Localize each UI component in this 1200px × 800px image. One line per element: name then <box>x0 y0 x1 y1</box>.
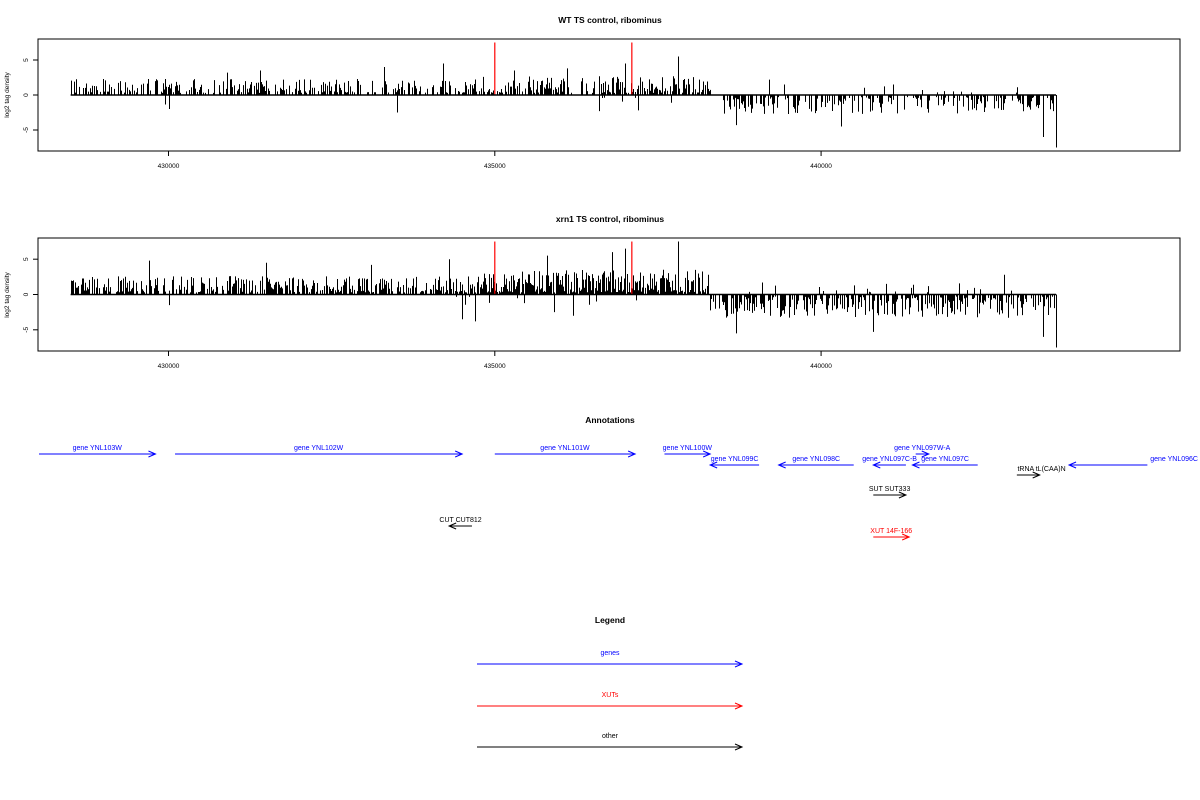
feature-arrow-head <box>148 450 157 458</box>
annotation-features: gene YNL103W gene YNL102W gene YNL101W gene… <box>39 445 1198 541</box>
x-tick-label: 440000 <box>810 163 832 170</box>
annotation-label: gene YNL102W <box>294 445 344 452</box>
legend-label: genes <box>600 650 620 657</box>
annotation-feature: gene YNL100W <box>663 445 713 458</box>
x-tick-label: 435000 <box>484 363 506 370</box>
x-axis-ticks: 430000 435000 440000 <box>158 151 832 170</box>
feature-arrow-head <box>734 702 744 710</box>
annotation-feature: gene YNL103W <box>39 445 157 458</box>
annotation-label: gene YNL097C-B <box>862 456 917 463</box>
annotation-label: gene YNL097C <box>921 456 969 463</box>
annotation-label: tRNA tL(CAA)N <box>1017 466 1065 473</box>
annotation-feature: gene YNL097C <box>911 456 978 469</box>
annotation-label: gene YNL101W <box>540 445 590 452</box>
feature-arrow-head <box>447 522 457 530</box>
feature-arrow-head <box>734 743 744 751</box>
feature-arrow-head <box>627 450 637 458</box>
xrn1-density-panel: xrn1 TS control, ribominus log2 tag dens… <box>4 214 1181 370</box>
y-axis-ticks: -5 0 5 <box>23 257 38 333</box>
density-bars <box>71 56 1057 148</box>
legend-item: XUTs <box>477 692 744 710</box>
annotation-feature: gene YNL097C-B <box>862 456 917 469</box>
annotation-feature: gene YNL099C <box>708 456 760 469</box>
y-tick-label: -5 <box>23 127 30 133</box>
annotation-feature: CUT CUT812 <box>439 517 482 530</box>
density-bars <box>71 241 1057 348</box>
annotation-label: gene YNL097W-A <box>894 445 950 452</box>
feature-arrow-head <box>872 461 881 469</box>
x-tick-label: 440000 <box>810 363 832 370</box>
feature-arrow-head <box>901 533 911 541</box>
feature-arrow-head <box>1032 471 1041 479</box>
annotation-feature: tRNA tL(CAA)N <box>1016 466 1066 479</box>
feature-arrow-head <box>454 450 464 458</box>
annotations-title: Annotations <box>585 415 635 425</box>
y-tick-label: 5 <box>23 58 30 62</box>
y-axis-label: log2 tag density <box>4 71 11 117</box>
annotation-label: XUT 14F-166 <box>870 528 912 535</box>
x-axis-ticks: 430000 435000 440000 <box>158 351 832 370</box>
annotation-label: SUT SUT333 <box>869 486 911 493</box>
panel-title: WT TS control, ribominus <box>558 15 662 25</box>
x-tick-label: 435000 <box>484 163 506 170</box>
annotation-feature: gene YNL101W <box>494 445 637 458</box>
annotation-feature: gene YNL098C <box>777 456 854 469</box>
y-tick-label: -5 <box>23 327 30 333</box>
wt-density-panel: WT TS control, ribominus log2 tag densit… <box>4 15 1181 170</box>
y-axis-label: log2 tag density <box>4 271 11 317</box>
legend-label: other <box>602 733 619 740</box>
annotation-label: gene YNL099C <box>711 456 759 463</box>
legend-item: other <box>477 733 744 751</box>
annotation-feature: gene YNL097W-A <box>894 445 951 458</box>
annotation-label: gene YNL096C <box>1150 456 1198 463</box>
annotation-label: gene YNL103W <box>73 445 123 452</box>
feature-arrow-head <box>708 461 718 469</box>
x-tick-label: 430000 <box>158 363 180 370</box>
legend-label: XUTs <box>602 692 619 699</box>
feature-arrow-head <box>777 461 786 469</box>
legend-title: Legend <box>595 615 625 625</box>
x-tick-label: 430000 <box>158 163 180 170</box>
feature-arrow-head <box>911 461 920 469</box>
annotations-track: Annotations gene YNL103W gene YNL102W gene… <box>39 415 1198 541</box>
annotation-label: CUT CUT812 <box>439 517 481 524</box>
marker-lines <box>494 241 633 295</box>
feature-arrow-head <box>898 491 908 499</box>
marker-lines <box>494 42 633 95</box>
annotation-feature: SUT SUT333 <box>869 486 911 499</box>
legend-item: genes <box>477 650 744 668</box>
y-axis-ticks: -5 0 5 <box>23 58 38 133</box>
annotation-feature: gene YNL102W <box>175 445 464 458</box>
legend: Legend genes XUTs other <box>477 615 744 751</box>
feature-arrow-head <box>734 660 744 668</box>
feature-arrow-head <box>921 450 931 458</box>
annotation-feature: gene YNL096C <box>1067 456 1198 469</box>
panel-title: xrn1 TS control, ribominus <box>556 214 664 224</box>
legend-items: genes XUTs other <box>477 650 744 751</box>
annotation-label: gene YNL098C <box>792 456 840 463</box>
y-tick-label: 0 <box>23 292 30 296</box>
feature-arrow-head <box>1067 461 1077 469</box>
feature-arrow-head <box>702 450 712 458</box>
y-tick-label: 5 <box>23 257 30 261</box>
y-tick-label: 0 <box>23 93 30 97</box>
annotation-feature: XUT 14F-166 <box>870 528 912 541</box>
annotation-label: gene YNL100W <box>663 445 713 452</box>
